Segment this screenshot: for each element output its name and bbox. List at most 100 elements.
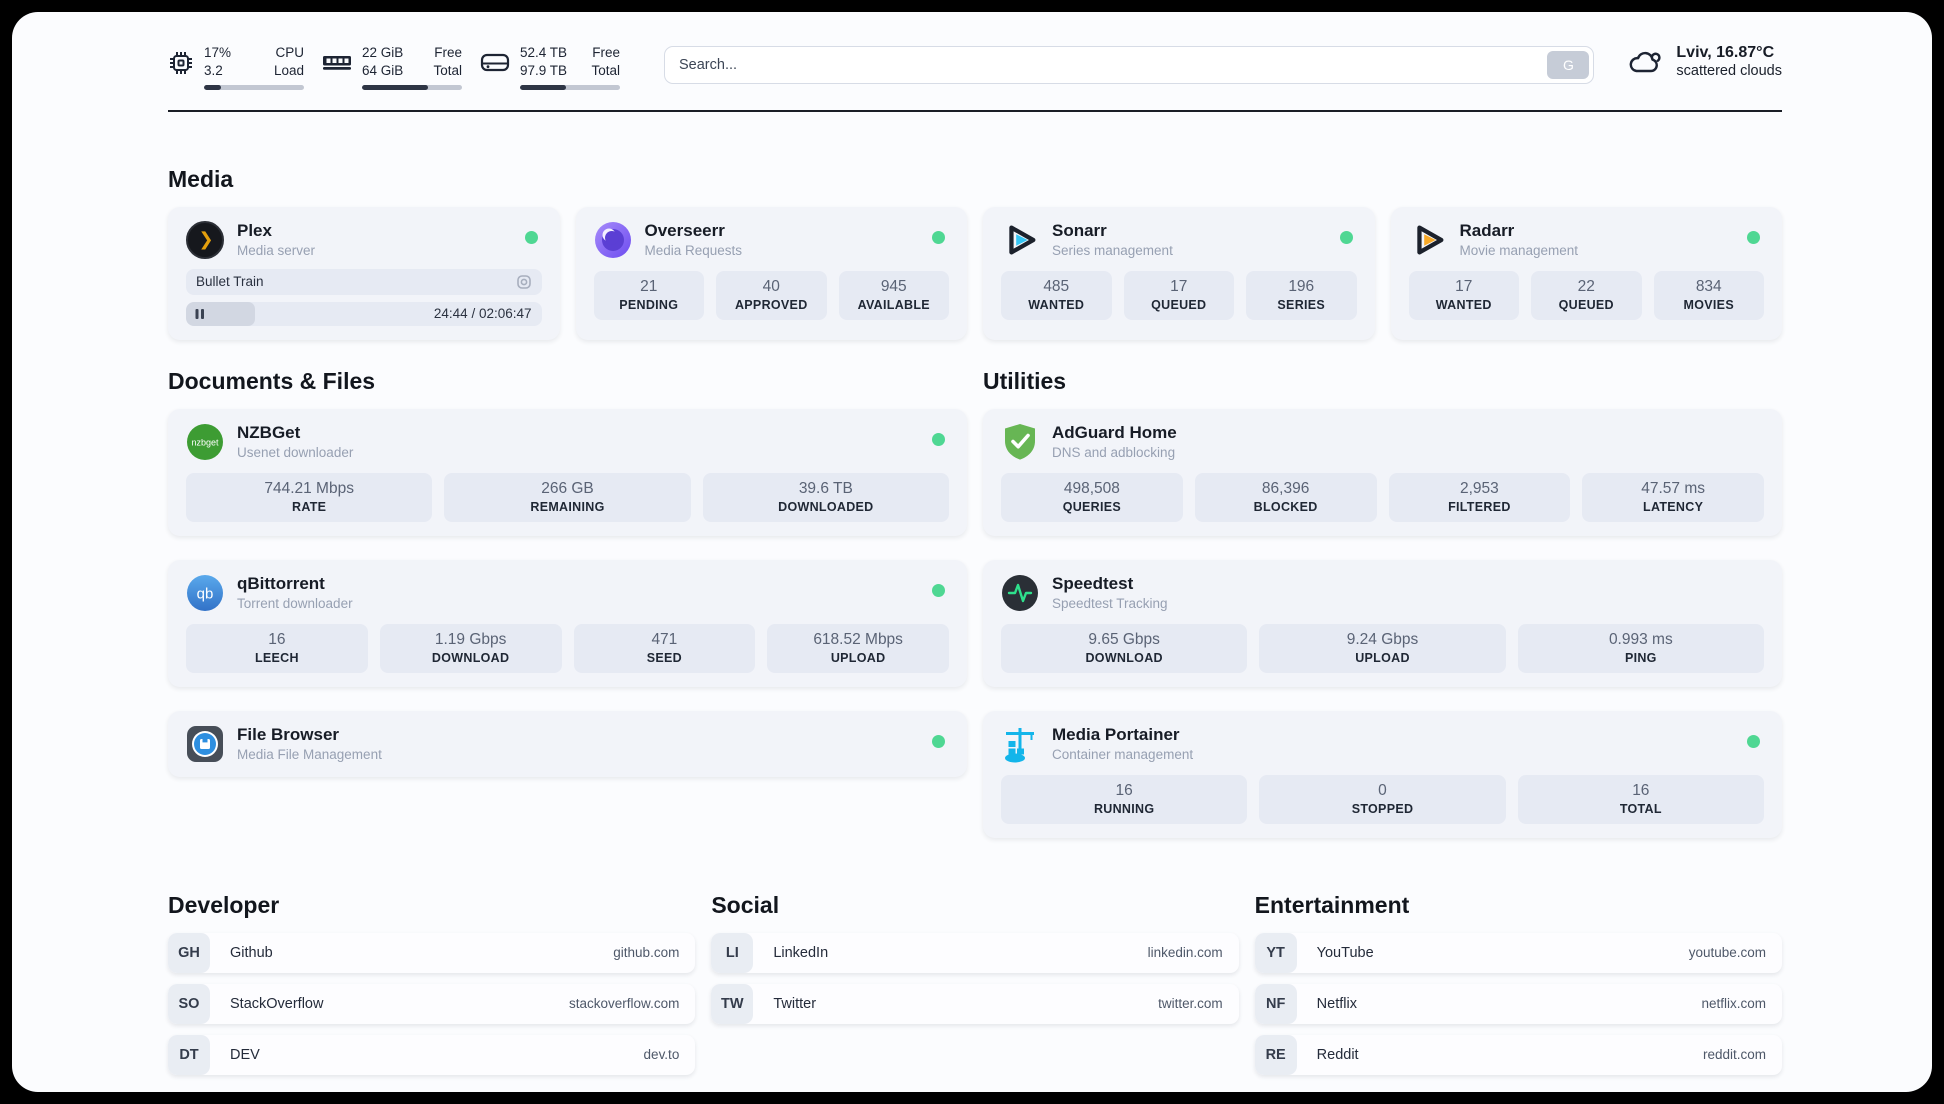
status-online-dot: [524, 230, 538, 244]
stat-label: QUERIES: [1062, 499, 1122, 514]
cpu-icon: [170, 52, 192, 74]
stat-label: PENDING: [619, 297, 679, 312]
svg-text:qb: qb: [197, 585, 214, 602]
stat-value: 266 GB: [541, 479, 594, 497]
stat-pill: 40 APPROVED: [716, 270, 827, 320]
bookmark-stackoverflow[interactable]: SO StackOverflow stackoverflow.com: [168, 983, 696, 1024]
bookmark-dev[interactable]: DT DEV dev.to: [168, 1034, 696, 1075]
stat-value: 2,953: [1459, 479, 1499, 497]
stat-label: BLOCKED: [1253, 499, 1318, 514]
status-online-dot: [932, 432, 945, 446]
app-card-radarr[interactable]: Radarr Movie management 17 WANTED 22 QUE…: [1390, 206, 1782, 340]
app-card-adguard[interactable]: AdGuard Home DNS and adblocking 498,508 …: [983, 408, 1782, 536]
stat-label: RUNNING: [1093, 801, 1155, 816]
now-playing-row: Bullet Train: [186, 268, 542, 295]
stat-label: LATENCY: [1643, 499, 1704, 514]
header-divider: [168, 109, 1782, 112]
stat-value: 40: [762, 277, 780, 295]
search-engine-button[interactable]: G: [1547, 51, 1590, 79]
bookmark-netflix[interactable]: NF Netflix netflix.com: [1254, 983, 1782, 1024]
app-card-filebrowser[interactable]: File Browser Media File Management: [168, 710, 967, 777]
stat-pill: 1.19 Gbps DOWNLOAD: [379, 623, 562, 673]
overseerr-icon: [594, 221, 631, 258]
app-name: Media Portainer: [1052, 725, 1180, 745]
social-section-title: Social: [711, 891, 780, 918]
stat-value: 17: [1455, 277, 1473, 295]
app-card-portainer[interactable]: Media Portainer Container management 16 …: [983, 710, 1782, 838]
stat-label: DOWNLOAD: [431, 650, 510, 665]
bookmark-url: dev.to: [643, 1047, 680, 1063]
stat-pill: 744.21 Mbps RATE: [186, 472, 433, 522]
stat-value: 16: [1632, 781, 1650, 799]
stat-pill: 39.6 TB DOWNLOADED: [702, 472, 949, 522]
stat-pill: 16 LEECH: [186, 623, 368, 673]
status-online-dot: [1339, 230, 1353, 244]
developer-section: Developer GH Github github.com SO StackO…: [168, 891, 696, 1075]
stat-pill: 22 QUEUED: [1531, 270, 1642, 320]
app-subtitle: Movie management: [1459, 242, 1579, 258]
app-card-qbittorrent[interactable]: qb qBittorrent Torrent downloader 16 LEE…: [168, 559, 967, 687]
app-card-overseerr[interactable]: Overseerr Media Requests 21 PENDING 40 A…: [575, 206, 967, 340]
bookmark-badge: LI: [711, 932, 754, 973]
utilities-section-title: Utilities: [983, 367, 1067, 394]
stat-value: 21: [640, 277, 658, 295]
stat-label: RATE: [292, 499, 327, 514]
search-input[interactable]: [664, 46, 1595, 84]
weather-location-temp: Lviv, 16.87°C: [1676, 44, 1775, 61]
stat-value: 0.993 ms: [1608, 630, 1673, 648]
status-online-dot: [1747, 230, 1760, 244]
disk-icon: [480, 53, 510, 72]
stat-label: QUEUED: [1151, 297, 1207, 312]
stat-value: 485: [1043, 277, 1070, 295]
cpu-progress-fill: [204, 84, 221, 90]
stat-label: MOVIES: [1683, 297, 1734, 312]
stat-pill: 834 MOVIES: [1653, 270, 1764, 320]
stat-pill: 21 PENDING: [593, 270, 704, 320]
bookmark-badge: NF: [1254, 983, 1297, 1024]
app-subtitle: Usenet downloader: [237, 444, 354, 460]
bookmark-youtube[interactable]: YT YouTube youtube.com: [1254, 932, 1782, 973]
app-subtitle: Series management: [1052, 242, 1173, 258]
bookmark-badge: DT: [168, 1034, 210, 1075]
ram-label-1: Free: [434, 45, 462, 60]
bookmark-linkedin[interactable]: LI LinkedIn linkedin.com: [711, 932, 1239, 973]
bookmark-url: twitter.com: [1158, 996, 1223, 1012]
stat-label: WANTED: [1028, 297, 1085, 312]
disk-label-1: Free: [592, 45, 620, 60]
bookmark-github[interactable]: GH Github github.com: [168, 932, 696, 973]
bookmark-reddit[interactable]: RE Reddit reddit.com: [1254, 1034, 1782, 1075]
app-card-nzbget[interactable]: nzbget NZBGet Usenet downloader 744.21 M…: [168, 408, 967, 536]
stat-pill: 0.993 ms PING: [1517, 623, 1764, 673]
stat-value: 9.65 Gbps: [1088, 630, 1160, 648]
stat-pill: 47.57 ms LATENCY: [1582, 472, 1764, 522]
filebrowser-icon: [187, 725, 223, 762]
stat-pill: 9.24 Gbps UPLOAD: [1259, 623, 1506, 673]
ram-total: 64 GiB: [362, 62, 404, 78]
app-subtitle: Media server: [237, 242, 316, 258]
bookmark-name: Reddit: [1316, 1046, 1359, 1063]
media-section-title: Media: [168, 165, 234, 192]
app-card-speedtest[interactable]: Speedtest Speedtest Tracking 9.65 Gbps D…: [983, 559, 1782, 687]
bookmark-url: linkedin.com: [1147, 945, 1223, 961]
sonarr-icon: [1009, 225, 1036, 255]
stat-label: TOTAL: [1619, 801, 1662, 816]
bookmark-twitter[interactable]: TW Twitter twitter.com: [711, 983, 1239, 1024]
developer-section-title: Developer: [168, 891, 280, 918]
app-subtitle: Media Requests: [644, 242, 743, 258]
stat-value: 39.6 TB: [798, 479, 853, 497]
app-card-sonarr[interactable]: Sonarr Series management 485 WANTED 17 Q…: [983, 206, 1375, 340]
stat-label: AVAILABLE: [857, 297, 930, 312]
app-subtitle: Container management: [1052, 746, 1194, 762]
bookmark-name: StackOverflow: [230, 995, 324, 1012]
bookmark-url: netflix.com: [1701, 996, 1766, 1012]
stat-label: SEED: [646, 650, 682, 665]
stat-pill: 16 RUNNING: [1001, 774, 1248, 824]
cpu-load-avg: 3.2: [204, 62, 223, 78]
disk-free: 52.4 TB: [520, 45, 568, 60]
app-card-plex[interactable]: ❯ Plex Media server Bullet Train: [168, 206, 560, 340]
stat-value: 196: [1288, 277, 1315, 295]
portainer-icon: [1005, 727, 1034, 763]
now-playing-title: Bullet Train: [196, 274, 264, 290]
stat-value: 16: [268, 630, 286, 648]
status-online-dot: [932, 583, 945, 597]
